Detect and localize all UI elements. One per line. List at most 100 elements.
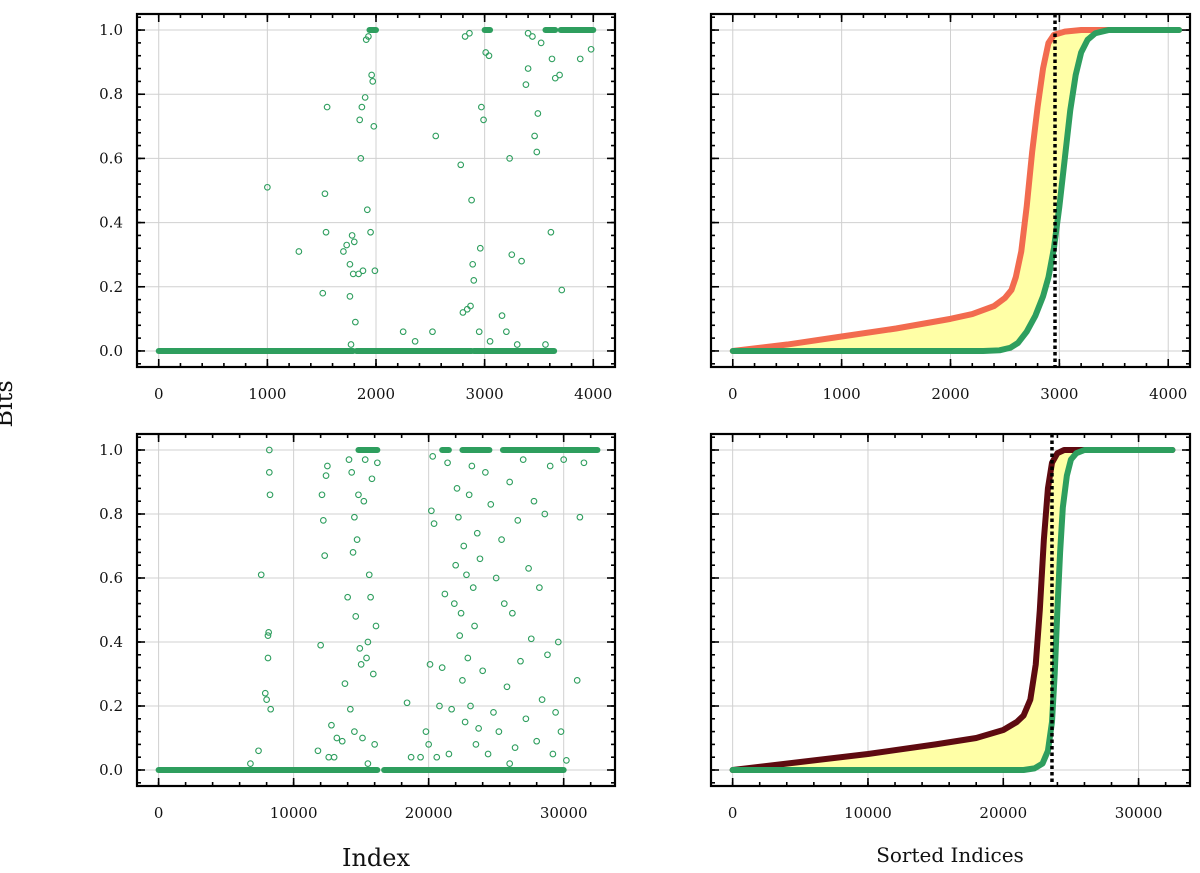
scatter-point (345, 456, 353, 463)
plot-frame (135, 432, 617, 788)
scatter-point (255, 747, 262, 755)
scatter-point (558, 286, 566, 294)
scatter-point (547, 228, 555, 236)
panel-bottom-right: 0 10000 20000 30000 (709, 432, 1192, 822)
scatter-point (445, 750, 453, 758)
scatter-point (468, 196, 475, 204)
scatter-point (261, 689, 269, 697)
scatter-point (330, 753, 338, 761)
scatter-point (476, 244, 484, 252)
scatter-point (522, 715, 530, 723)
scatter-point (359, 734, 366, 742)
scatter-point (319, 289, 327, 297)
scatter-point (470, 277, 478, 284)
scatter-point (361, 94, 369, 101)
scatter-point (368, 475, 376, 483)
scatter-point (364, 638, 372, 646)
scatter-point (527, 635, 535, 643)
scatter-point (374, 459, 381, 467)
scatter-point (322, 472, 330, 479)
y-axis-title: Bits (0, 380, 18, 427)
scatter-point (563, 757, 570, 764)
scatter-point (560, 456, 568, 463)
scatter-point (551, 74, 559, 82)
panel-bottom-left: 0 10000 20000 30000 0.0 0.2 0.4 0.6 0.8 1.0 (99, 432, 617, 822)
scatter-point (508, 251, 516, 259)
scatter-point (534, 110, 542, 117)
scatter-point (490, 709, 497, 716)
lower-curve (729, 447, 1176, 773)
scatter-point (432, 132, 440, 140)
scatter-point (356, 645, 364, 652)
scatter-point (265, 629, 273, 636)
scatter-point (264, 632, 272, 639)
y-tick-label: 0.8 (99, 85, 123, 103)
scatter-point (482, 469, 489, 476)
scatter-point (363, 654, 370, 662)
scatter-point (460, 542, 468, 550)
scatter-point (455, 513, 462, 521)
y-tick-label: 0.8 (99, 505, 123, 523)
scatter-point (495, 728, 503, 735)
scatter-point (448, 705, 455, 713)
scatter-point (349, 549, 357, 556)
scatter-point (363, 206, 371, 214)
scatter-point (479, 667, 487, 675)
scatter-point (361, 456, 369, 463)
x-tick-label: 1000 (248, 385, 286, 403)
x-tick-label: 30000 (540, 804, 588, 822)
x-tick-label: 0 (728, 385, 738, 403)
scatter-point (471, 622, 478, 630)
scatter-point (533, 737, 541, 745)
scatter-point (367, 228, 374, 236)
scatter-point (360, 497, 368, 505)
scatter-point (364, 760, 372, 767)
scatter-point (264, 654, 272, 662)
scatter-point (352, 613, 360, 620)
bottom-left-x-axis-title: Index (342, 844, 411, 872)
x-tick-label: 3000 (466, 385, 504, 403)
scatter-point (351, 728, 358, 735)
scatter-point (478, 103, 485, 111)
fill-between-area (732, 30, 1180, 351)
scatter-point (429, 453, 437, 460)
scatter-point (266, 491, 274, 499)
scatter-point (433, 753, 441, 761)
scatter-point (537, 39, 545, 47)
scatter-point (457, 609, 465, 617)
scatter-point (247, 760, 254, 767)
scatter-point (506, 478, 514, 486)
scatter-point (557, 728, 565, 735)
scatter-point (544, 651, 551, 659)
x-tick-label: 0 (728, 804, 738, 822)
scatter-point (265, 446, 273, 454)
scatter-point (524, 29, 532, 37)
scatter-point (468, 462, 476, 470)
scatter-point (359, 267, 367, 275)
x-tick-label: 20000 (405, 804, 453, 822)
scatter-point (444, 459, 451, 467)
scatter-point (456, 632, 464, 639)
scatter-point (265, 469, 273, 476)
scatter-point (509, 609, 516, 617)
y-tick-label: 1.0 (99, 441, 123, 459)
scatter-point (476, 555, 484, 563)
scatter-point (467, 302, 474, 310)
scatter-point (546, 462, 554, 470)
scatter-point (475, 328, 483, 336)
scatter-point (429, 328, 436, 336)
x-tick-label: 4000 (1149, 385, 1187, 403)
scatter-point (341, 680, 349, 687)
scatter-point (333, 734, 341, 742)
x-tick-label: 4000 (574, 385, 612, 403)
scatter-point (518, 257, 525, 265)
scatter-point (422, 728, 430, 735)
y-tick-label: 0.2 (99, 278, 123, 296)
scatter-point (554, 638, 562, 646)
scatter-point (264, 183, 271, 191)
scatter-point (328, 721, 335, 729)
scatter-point (369, 78, 377, 85)
scatter-point (371, 267, 379, 275)
scatter-point (513, 341, 521, 348)
